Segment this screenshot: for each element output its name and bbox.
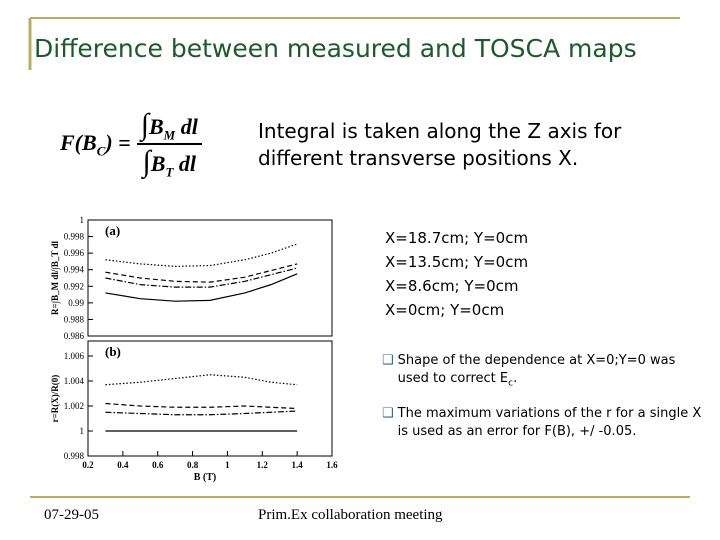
x-axis-label: B (T) xyxy=(194,472,217,483)
bullet-text: The maximum variations of the r for a si… xyxy=(397,405,702,439)
y-axis-label: r=R(X)/R(0) xyxy=(50,375,60,423)
y-axis-label: R=∫B_M dl/∫B_T dl xyxy=(50,241,61,315)
y-tick-label: 0.988 xyxy=(64,314,85,324)
footer-date: 07-29-05 xyxy=(44,507,99,523)
bullet-text: Shape of the dependence at X=0;Y=0 was u… xyxy=(398,352,702,393)
legend: X=18.7cm; Y=0cm X=13.5cm; Y=0cm X=8.6cm; Y… xyxy=(385,226,528,322)
legend-entry: X=8.6cm; Y=0cm xyxy=(385,277,519,295)
y-tick-label: 0.998 xyxy=(64,232,85,242)
panel-label: (b) xyxy=(105,344,121,359)
formula-text: B xyxy=(150,151,166,177)
y-tick-label: 1 xyxy=(80,426,85,436)
series-line xyxy=(105,402,298,410)
footer-meeting: Prim.Ex collaboration meeting xyxy=(258,507,443,523)
bullet: ❑ Shape of the dependence at X=0;Y=0 was … xyxy=(382,352,702,393)
y-tick-label: 1.002 xyxy=(64,401,84,411)
integral: ∫ xyxy=(142,145,151,179)
x-tick-label: 1.4 xyxy=(292,460,304,470)
title: Difference between measured and TOSCA ma… xyxy=(34,34,637,63)
y-tick-label: 0.994 xyxy=(64,265,85,275)
formula-sub: M xyxy=(163,127,176,143)
integral: ∫ xyxy=(140,108,149,141)
legend-entry: X=0cm; Y=0cm xyxy=(385,301,505,319)
x-tick-label: 0.4 xyxy=(117,460,129,470)
series-line xyxy=(105,267,298,288)
fraction: ∫BM dl ∫BT dl xyxy=(136,108,202,181)
bullets: ❑ Shape of the dependence at X=0;Y=0 was … xyxy=(382,352,702,441)
bullet-body: Shape of the dependence at X=0;Y=0 was u… xyxy=(397,353,676,386)
y-tick-label: 1.004 xyxy=(64,376,85,386)
y-tick-label: 1 xyxy=(80,215,85,225)
legend-entry: X=18.7cm; Y=0cm xyxy=(385,229,529,247)
bullet: ❑ The maximum variations of the r for a s… xyxy=(382,405,702,441)
series-line xyxy=(105,263,298,283)
bullet-sub: c xyxy=(508,378,514,389)
y-tick-label: 0.998 xyxy=(64,451,85,461)
bullet-end: . xyxy=(513,371,518,386)
series-line xyxy=(105,243,298,268)
series-line xyxy=(105,374,298,386)
x-tick-label: 1 xyxy=(225,460,230,470)
numerator: ∫BM dl xyxy=(136,108,202,146)
formula-sub: T xyxy=(165,164,174,180)
series-line xyxy=(105,410,298,416)
x-tick-label: 0.6 xyxy=(152,460,164,470)
x-tick-label: 0.2 xyxy=(82,460,94,470)
plot-frame xyxy=(87,340,333,457)
formula-text: dl xyxy=(180,114,198,139)
y-tick-label: 0.986 xyxy=(64,331,85,341)
formula-text: ) = xyxy=(105,129,131,155)
series-line xyxy=(105,273,298,302)
x-tick-label: 1.2 xyxy=(257,460,269,470)
legend-entry: X=13.5cm; Y=0cm xyxy=(385,253,529,271)
formula-text: B xyxy=(148,114,164,139)
x-tick-label: 0.8 xyxy=(187,460,199,470)
intro-line: different transverse positions X. xyxy=(258,146,579,170)
bullet-icon: ❑ xyxy=(382,353,394,368)
y-tick-label: 1.006 xyxy=(64,351,85,361)
formula-lhs: F(BC) = xyxy=(60,130,131,159)
denominator: ∫BT dl xyxy=(139,145,200,180)
formula: F(BC) = ∫BM dl ∫BT dl xyxy=(60,108,202,181)
formula-text: dl xyxy=(178,151,197,177)
y-tick-label: 0.996 xyxy=(64,248,85,258)
panel-label: (a) xyxy=(105,223,120,238)
y-tick-label: 0.99 xyxy=(68,298,84,308)
formula-sub: C xyxy=(96,143,106,159)
plot-frame xyxy=(87,219,333,337)
bullet-icon: ❑ xyxy=(382,405,394,421)
formula-text: F(B xyxy=(60,129,97,155)
intro: Integral is taken along the Z axis for d… xyxy=(258,118,621,172)
x-tick-label: 1.6 xyxy=(326,460,338,470)
y-tick-label: 0.992 xyxy=(64,281,84,291)
intro-line: Integral is taken along the Z axis for xyxy=(258,119,622,143)
